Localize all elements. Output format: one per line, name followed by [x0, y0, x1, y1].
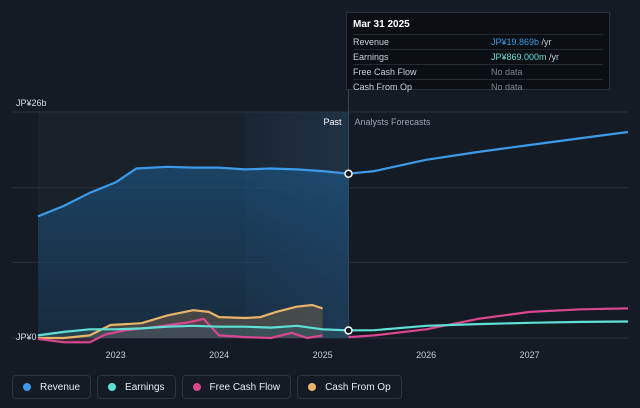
tooltip-row-fcf: Free Cash Flow No data — [353, 64, 603, 79]
tooltip-row-earnings: Earnings JP¥869.000m /yr — [353, 49, 603, 64]
earnings-forecast-line — [348, 320, 629, 332]
x-tick-label: 2027 — [520, 350, 540, 360]
dot-icon — [23, 383, 31, 391]
free-cash-flow-past-line — [37, 317, 323, 344]
revenue-forecast-line — [348, 130, 629, 175]
legend-label: Free Cash Flow — [209, 381, 281, 393]
tooltip-label: Free Cash Flow — [353, 67, 417, 77]
revenue-marker — [344, 169, 353, 178]
tooltip-label: Revenue — [353, 37, 390, 47]
legend-free-cash-flow[interactable]: Free Cash Flow — [181, 375, 292, 399]
legend-revenue[interactable]: Revenue — [12, 375, 92, 399]
tooltip-label: Cash From Op — [353, 82, 413, 92]
revenue-past-line — [37, 165, 349, 218]
tooltip-value: No data — [491, 67, 523, 77]
dot-icon — [192, 383, 201, 391]
tooltip-label: Earnings — [353, 52, 389, 62]
legend-earnings[interactable]: Earnings — [97, 375, 176, 399]
tooltip-suffix: /yr — [546, 52, 560, 62]
legend-label: Earnings — [125, 381, 165, 393]
tooltip-value: JP¥869.000m — [491, 52, 547, 62]
forecast-label: Analysts Forecasts — [355, 117, 432, 127]
tooltip: Mar 31 2025 Revenue JP¥19.869b /yr Earni… — [346, 12, 610, 92]
legend-label: Cash From Op — [325, 381, 391, 393]
earnings-marker — [344, 326, 353, 335]
legend-cash-from-op[interactable]: Cash From Op — [297, 375, 402, 399]
cash-from-op-past-line — [38, 303, 323, 340]
y-tick-label: JP¥0 — [16, 332, 37, 342]
dot-icon — [108, 383, 117, 391]
legend: Revenue Earnings Free Cash Flow Cash Fro… — [12, 375, 402, 399]
dot-icon — [308, 383, 317, 391]
tooltip-row-revenue: Revenue JP¥19.869b /yr — [353, 34, 603, 49]
revenue-area — [38, 166, 349, 338]
x-tick-label: 2024 — [209, 350, 229, 360]
past-label: Past — [324, 117, 343, 127]
legend-label: Revenue — [40, 381, 81, 393]
x-tick-label: 2025 — [313, 350, 333, 360]
earnings-area — [38, 325, 349, 338]
tooltip-suffix: /yr — [539, 37, 552, 47]
x-tick-label: 2026 — [416, 350, 436, 360]
tooltip-value: No data — [491, 82, 523, 92]
tooltip-value: JP¥19.869b — [491, 37, 540, 47]
y-tick-label: JP¥26b — [16, 98, 47, 108]
tooltip-date: Mar 31 2025 — [353, 19, 410, 30]
earnings-past-line — [37, 324, 349, 337]
tooltip-row-cfo: Cash From Op No data — [353, 79, 603, 94]
free-cash-flow-forecast-line — [348, 307, 629, 339]
x-tick-label: 2023 — [106, 350, 126, 360]
